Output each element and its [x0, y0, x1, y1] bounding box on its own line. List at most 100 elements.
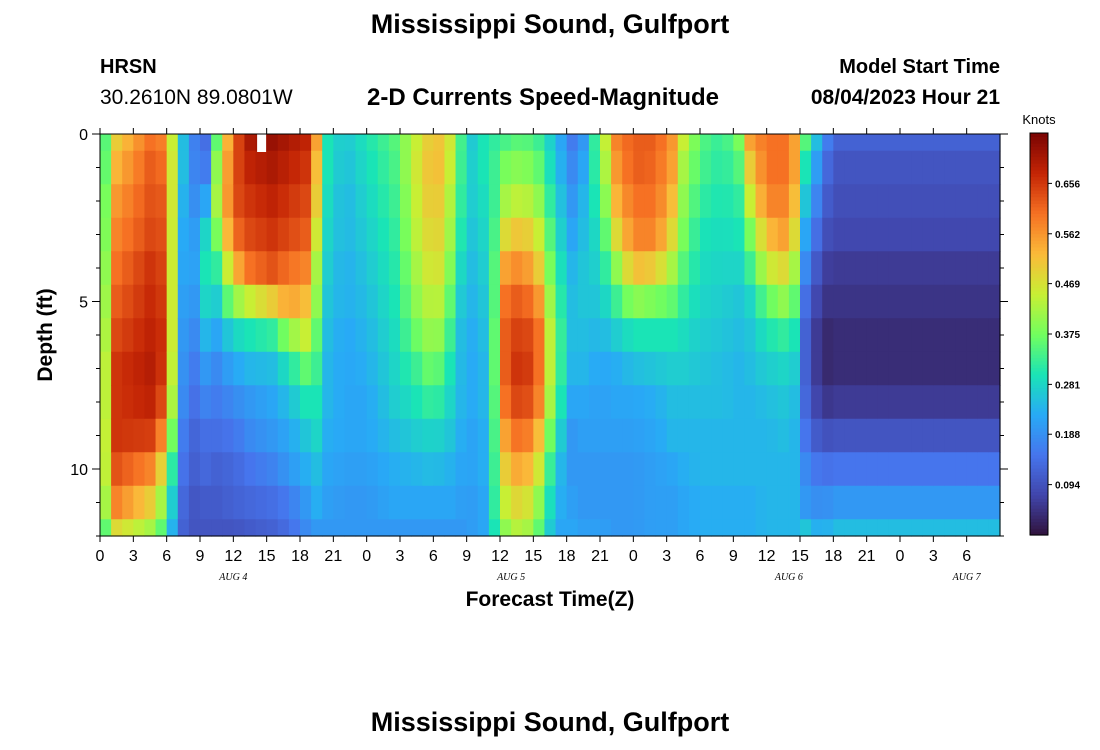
heatmap-cell: [255, 485, 268, 520]
heatmap-cell: [155, 418, 168, 453]
heatmap-cell: [933, 519, 946, 537]
colorbar-tick-label: 0.469: [1055, 280, 1080, 291]
heatmap-cell: [388, 184, 401, 219]
x-tick-label: 15: [258, 548, 276, 565]
colorbar-segment: [1030, 340, 1048, 345]
heatmap-cell: [211, 485, 223, 520]
heatmap-cell: [322, 318, 334, 353]
heatmap-cell: [944, 452, 957, 487]
day-label: AUG 6: [774, 572, 803, 583]
heatmap-cell: [600, 452, 612, 487]
heatmap-cell: [677, 184, 690, 219]
heatmap-cell: [600, 318, 612, 353]
colorbar-segment: [1030, 223, 1048, 228]
heatmap-cell: [166, 150, 179, 185]
heatmap-cell: [444, 452, 457, 487]
heatmap-cell: [488, 150, 501, 185]
heatmap-cell: [600, 217, 612, 252]
heatmap-cell: [600, 251, 612, 286]
heatmap-cell: [666, 284, 679, 319]
heatmap-cell: [177, 351, 190, 386]
heatmap-cell: [611, 519, 623, 537]
heatmap-cell: [711, 217, 723, 252]
heatmap-cell: [411, 134, 423, 152]
heatmap-cell: [511, 217, 523, 252]
heatmap-cell: [922, 418, 934, 453]
heatmap-cell: [111, 318, 123, 353]
x-tick-label: 21: [324, 548, 342, 565]
heatmap-cell: [877, 452, 890, 487]
heatmap-cell: [355, 134, 368, 152]
heatmap-cell: [722, 217, 734, 252]
heatmap-cell: [744, 351, 757, 386]
heatmap-cell: [277, 150, 290, 185]
heatmap-cell: [877, 318, 890, 353]
heatmap-cell: [200, 452, 212, 487]
heatmap-cell: [522, 452, 534, 487]
heatmap-cell: [344, 351, 357, 386]
heatmap-cell: [244, 284, 257, 319]
heatmap-cell: [377, 318, 390, 353]
heatmap-cell: [100, 452, 112, 487]
heatmap-cell: [888, 184, 901, 219]
colorbar-segment: [1030, 330, 1048, 335]
colorbar-segment: [1030, 149, 1048, 154]
heatmap-cell: [866, 485, 879, 520]
heatmap-cell: [755, 385, 768, 420]
heatmap-cell: [988, 351, 1001, 386]
heatmap-cell: [266, 251, 279, 286]
heatmap-cell: [166, 284, 179, 319]
heatmap-cell: [633, 519, 646, 537]
heatmap-cell: [533, 418, 546, 453]
heatmap-cell: [388, 452, 401, 487]
heatmap-cell: [766, 284, 779, 319]
heatmap-cell: [188, 485, 201, 520]
colorbar-segment: [1030, 273, 1048, 278]
heatmap-cell: [344, 184, 357, 219]
heatmap-cell: [922, 452, 934, 487]
heatmap-cell: [500, 452, 512, 487]
heatmap-cell: [944, 418, 957, 453]
heatmap-cell: [733, 351, 746, 386]
heatmap-cell: [133, 519, 146, 537]
heatmap-cell: [833, 351, 846, 386]
heatmap-cell: [944, 217, 957, 252]
heatmap-cell: [622, 184, 634, 219]
heatmap-cell: [688, 418, 701, 453]
heatmap-cell: [822, 217, 834, 252]
heatmap-cell: [966, 385, 979, 420]
heatmap-cell: [100, 418, 112, 453]
heatmap-cell: [688, 519, 701, 537]
heatmap-cell: [700, 134, 712, 152]
colorbar-segment: [1030, 200, 1048, 204]
heatmap-cell: [588, 150, 601, 185]
heatmap-cell: [777, 485, 790, 520]
heatmap-cell: [100, 351, 112, 386]
heatmap-cell: [922, 485, 934, 520]
heatmap-cell: [333, 284, 346, 319]
heatmap-cell: [177, 284, 190, 319]
heatmap-cell: [933, 217, 946, 252]
heatmap-cell: [166, 519, 179, 537]
heatmap-cell: [677, 519, 690, 537]
colorbar-segment: [1030, 210, 1048, 214]
heatmap-cell: [144, 134, 157, 152]
heatmap-cell: [744, 284, 757, 319]
heatmap-cell: [800, 251, 812, 286]
heatmap-cell: [955, 519, 968, 537]
heatmap-cell: [644, 217, 657, 252]
heatmap-cell: [400, 418, 412, 453]
heatmap-cell: [455, 485, 468, 520]
heatmap-cell: [655, 318, 668, 353]
heatmap-cell: [488, 452, 501, 487]
x-axis-label: Forecast Time(Z): [466, 588, 635, 611]
heatmap-cell: [222, 150, 234, 185]
heatmap-cell: [111, 519, 123, 537]
heatmap-cell: [622, 385, 634, 420]
heatmap-cell: [866, 418, 879, 453]
colorbar-segment: [1030, 250, 1048, 255]
heatmap-cell: [844, 452, 857, 487]
heatmap-cell: [655, 284, 668, 319]
heatmap-cell: [344, 318, 357, 353]
heatmap-cell: [744, 519, 757, 537]
